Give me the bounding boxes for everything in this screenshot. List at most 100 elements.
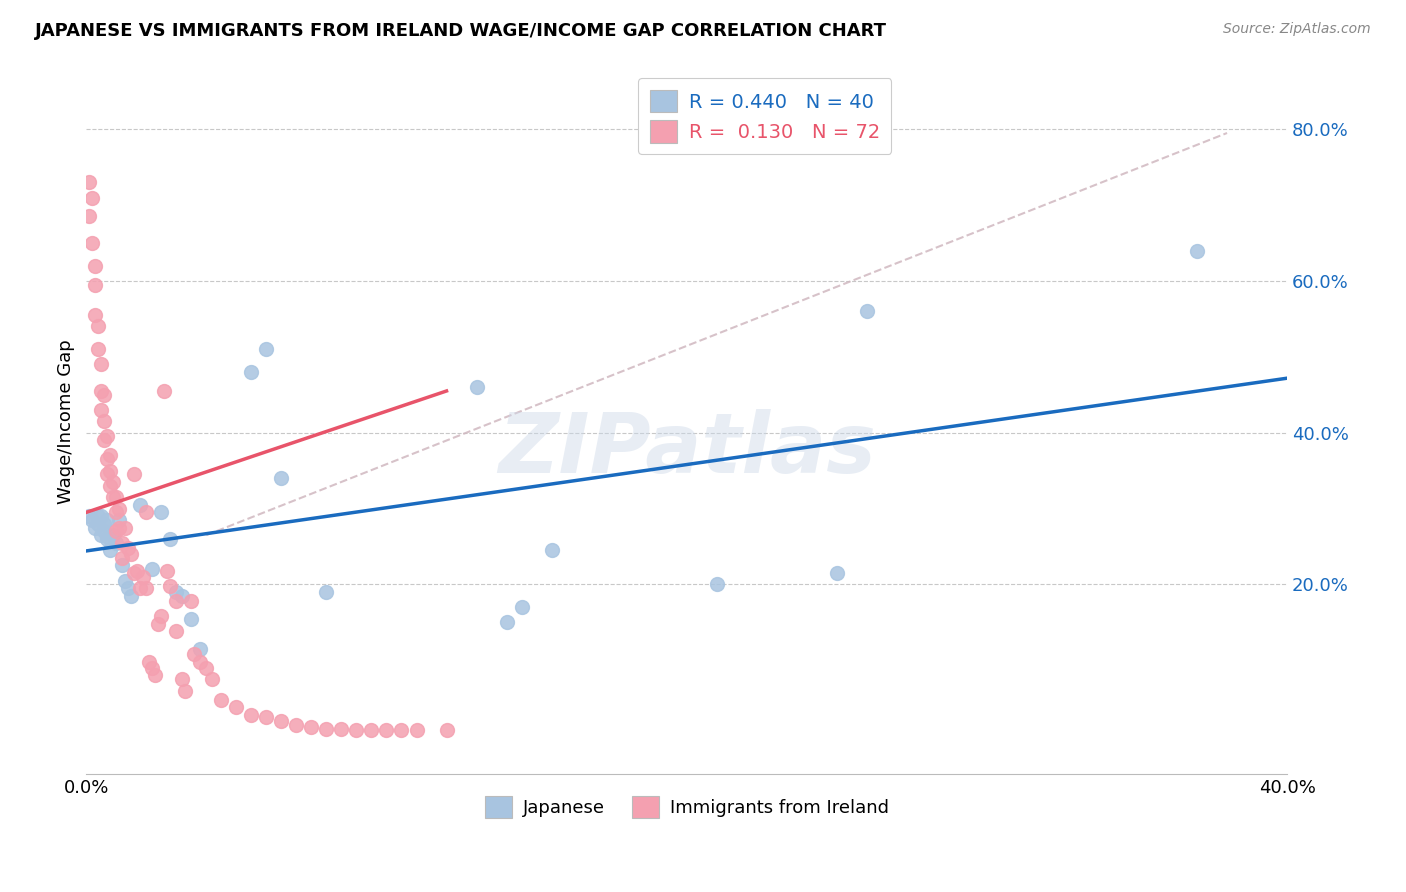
Point (82, 513, 104, 527)
Point (93, 434, 115, 448)
Point (98, 543, 121, 558)
Point (98, 479, 121, 493)
Text: Source: ZipAtlas.com: Source: ZipAtlas.com (1223, 22, 1371, 37)
Text: ZIPatlas: ZIPatlas (498, 409, 876, 490)
Point (405, 723, 427, 738)
Point (90, 384, 112, 398)
Point (93, 414, 115, 428)
Point (108, 513, 131, 527)
Point (96, 513, 118, 527)
Point (240, 708, 263, 723)
Point (90, 403, 112, 417)
Point (103, 490, 125, 504)
Point (111, 550, 134, 565)
Point (138, 655, 160, 669)
Point (79, 509, 101, 524)
Point (254, 343, 277, 357)
Point (143, 668, 166, 682)
Point (225, 700, 247, 714)
Point (150, 505, 173, 519)
Point (172, 673, 194, 687)
Point (183, 647, 205, 661)
Point (270, 714, 292, 728)
Point (148, 616, 170, 631)
Point (510, 600, 533, 615)
Point (540, 543, 562, 558)
Point (120, 547, 142, 561)
Point (117, 581, 139, 595)
Y-axis label: Wage/Income Gap: Wage/Income Gap (58, 339, 75, 504)
Point (150, 609, 173, 624)
Point (82, 235, 104, 250)
Point (93, 524, 115, 539)
Point (209, 692, 232, 706)
Point (129, 498, 152, 512)
Point (105, 505, 128, 519)
Point (114, 574, 136, 588)
Point (90, 509, 112, 524)
Legend: Japanese, Immigrants from Ireland: Japanese, Immigrants from Ireland (478, 789, 896, 825)
Point (87, 343, 110, 357)
Point (330, 722, 353, 736)
Point (270, 471, 292, 485)
Point (90, 528, 112, 542)
Point (114, 520, 136, 534)
Point (93, 388, 115, 402)
Point (82, 190, 104, 204)
Point (159, 532, 181, 546)
Point (285, 718, 308, 732)
Point (105, 490, 128, 504)
Point (436, 723, 458, 738)
Point (117, 541, 139, 555)
Point (105, 524, 128, 539)
Point (195, 661, 218, 675)
Point (98, 464, 121, 478)
Point (706, 577, 728, 591)
Point (301, 720, 323, 734)
Point (87, 516, 110, 531)
Point (856, 304, 879, 318)
Point (174, 683, 197, 698)
Point (105, 535, 128, 549)
Point (87, 509, 110, 524)
Point (165, 594, 187, 608)
Point (96, 429, 118, 443)
Point (90, 358, 112, 372)
Point (141, 661, 163, 675)
Point (172, 589, 194, 603)
Point (132, 570, 155, 584)
Point (391, 723, 413, 738)
Point (124, 566, 146, 580)
Point (96, 532, 118, 546)
Point (190, 655, 212, 669)
Point (153, 384, 176, 398)
Point (108, 520, 131, 534)
Point (108, 501, 131, 516)
Point (111, 558, 134, 573)
Point (156, 564, 179, 578)
Point (98, 449, 121, 463)
Point (165, 585, 187, 599)
Point (129, 581, 152, 595)
Point (96, 467, 118, 482)
Point (98, 532, 121, 546)
Point (79, 210, 101, 224)
Point (111, 535, 134, 549)
Point (135, 505, 157, 519)
Point (315, 722, 337, 736)
Point (84, 308, 107, 322)
Point (180, 594, 202, 608)
Point (360, 723, 382, 738)
Point (87, 319, 110, 334)
Point (96, 452, 118, 467)
Point (159, 579, 181, 593)
Point (84, 259, 107, 273)
Point (375, 723, 398, 738)
Point (201, 673, 224, 687)
Point (103, 475, 125, 489)
Point (465, 380, 488, 394)
Point (315, 585, 337, 599)
Point (254, 710, 277, 724)
Point (84, 520, 107, 534)
Text: JAPANESE VS IMMIGRANTS FROM IRELAND WAGE/INCOME GAP CORRELATION CHART: JAPANESE VS IMMIGRANTS FROM IRELAND WAGE… (35, 22, 887, 40)
